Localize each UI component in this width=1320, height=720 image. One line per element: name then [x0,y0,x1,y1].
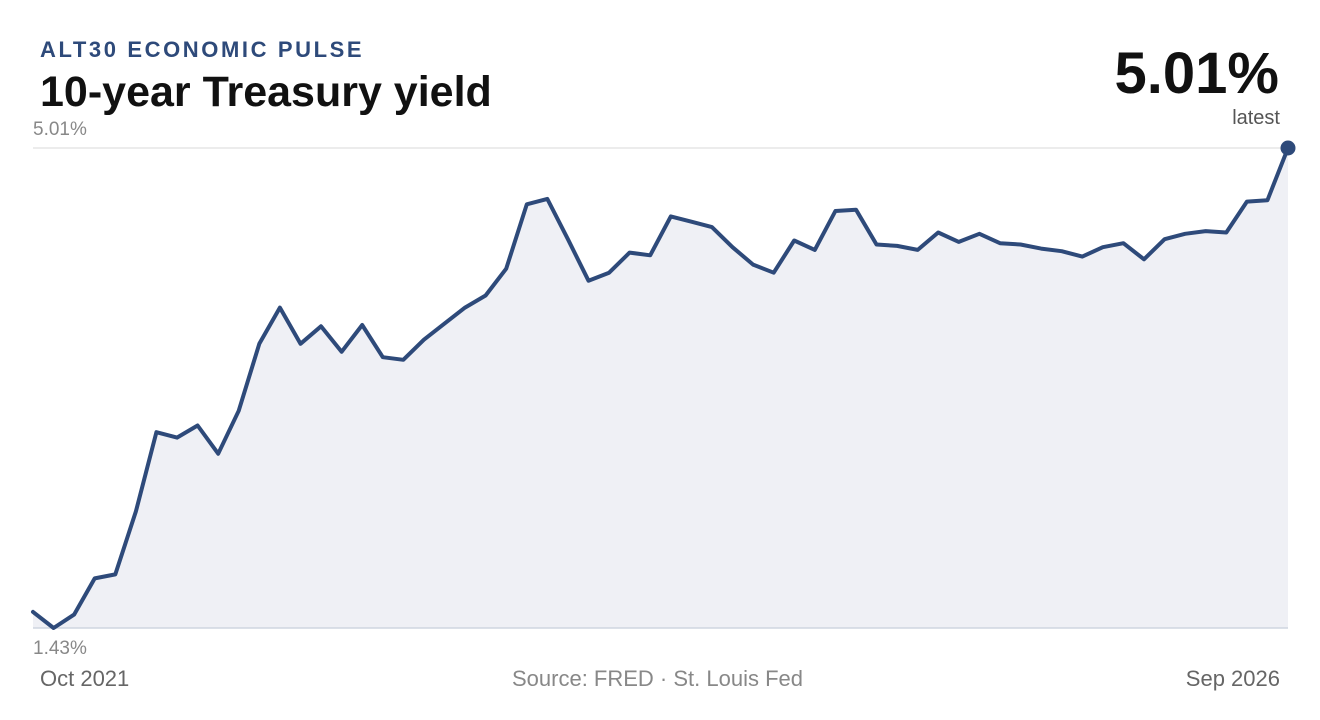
latest-value: 5.01% [1114,41,1279,106]
latest-point-marker [1280,140,1296,156]
series-area [33,148,1288,628]
y-min-label: 1.43% [33,638,87,659]
kicker: ALT30 ECONOMIC PULSE [40,37,365,62]
x-end-label: Sep 2026 [1185,666,1280,691]
x-start-label: Oct 2021 [40,666,130,691]
source-note: Source: FRED · St. Louis Fed [512,666,803,691]
y-max-label: 5.01% [33,119,87,140]
latest-label: latest [1232,107,1280,129]
chart-title: 10-year Treasury yield [40,68,492,116]
series-line [31,146,1290,630]
